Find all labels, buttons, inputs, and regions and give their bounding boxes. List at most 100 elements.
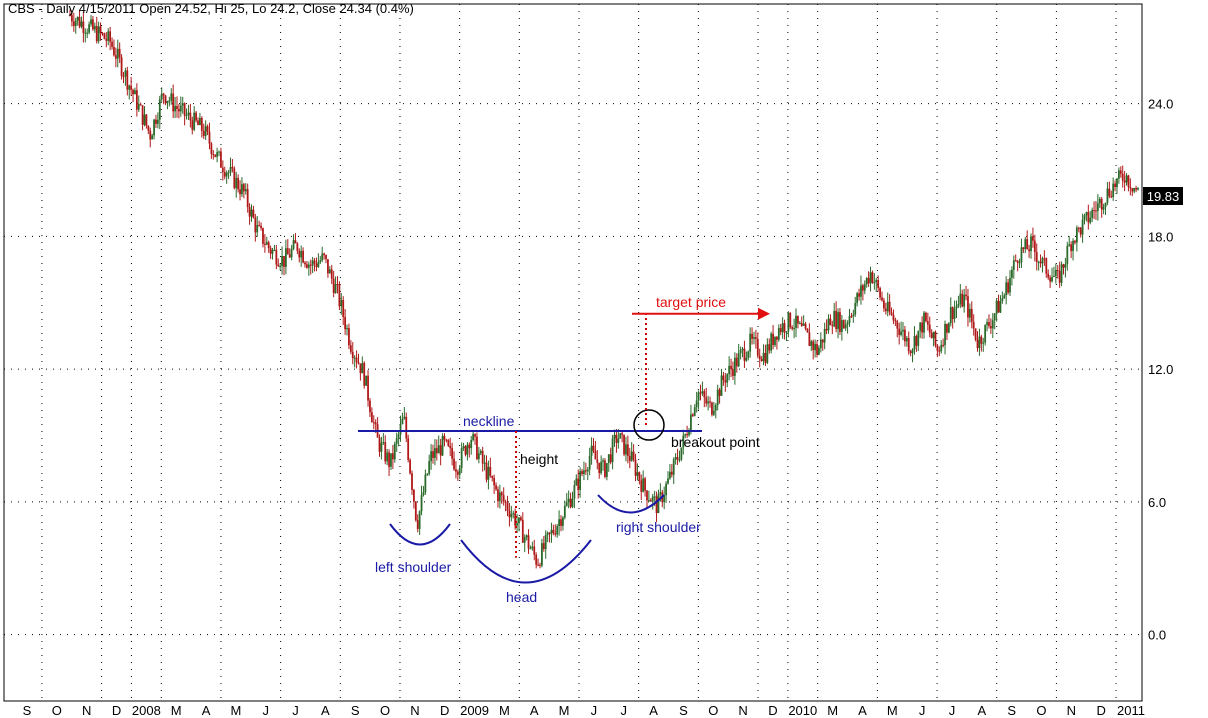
height-label: height — [520, 451, 558, 467]
candle-body — [684, 434, 687, 436]
candle-body — [636, 472, 639, 476]
candle-body — [426, 473, 429, 475]
candle-body — [932, 331, 935, 339]
candle-body — [573, 485, 576, 499]
candle-body — [1053, 276, 1055, 278]
candle-body — [170, 93, 173, 101]
candle-body — [395, 438, 398, 444]
candle-body — [936, 345, 939, 351]
candle-body — [1068, 244, 1071, 246]
candle-body — [611, 438, 614, 463]
candle-body — [208, 131, 211, 144]
candle-body — [481, 450, 484, 464]
candle-body — [380, 442, 383, 452]
candle-body — [542, 543, 545, 550]
candle-body — [814, 343, 817, 351]
candle-body — [1045, 258, 1048, 274]
head-arc — [460, 539, 592, 584]
candle-body — [252, 209, 255, 218]
pattern-annotations: neckline height left shoulder head right sho… — [358, 294, 770, 605]
candle-body — [881, 297, 883, 301]
candle-body — [372, 422, 375, 424]
candle-body — [367, 375, 369, 401]
candle-body — [955, 306, 958, 309]
candle-body — [1093, 210, 1095, 212]
x-tick-label: O — [1036, 703, 1046, 718]
candle-body — [147, 125, 150, 131]
candle-body — [812, 341, 815, 351]
candle-body — [980, 336, 983, 344]
candle-body — [1096, 203, 1099, 212]
candle-body — [302, 250, 304, 263]
candle-body — [1108, 188, 1111, 197]
candle-body — [711, 402, 713, 415]
candle-body — [701, 391, 704, 394]
candle-body — [365, 375, 368, 386]
candle-body — [882, 300, 885, 309]
neckline-label: neckline — [463, 413, 515, 429]
candle-body — [904, 329, 906, 342]
candle-body — [86, 32, 89, 34]
candle-body — [602, 460, 604, 462]
candle-body — [359, 363, 362, 374]
candle-body — [1066, 245, 1069, 265]
candle-body — [135, 90, 138, 110]
candle-body — [166, 101, 169, 104]
candle-body — [304, 262, 306, 265]
candle-body — [584, 470, 587, 472]
x-tick-label: J — [292, 703, 299, 718]
candle-body — [1089, 217, 1092, 223]
candle-body — [583, 470, 585, 474]
candle-body — [651, 496, 654, 502]
candle-body — [686, 434, 689, 436]
x-tick-label: A — [202, 703, 211, 718]
candle-body — [334, 284, 337, 293]
x-tick-label: J — [919, 703, 926, 718]
candle-body — [722, 375, 725, 381]
candle-body — [560, 519, 562, 526]
candle-body — [691, 414, 694, 416]
candle-body — [628, 455, 631, 461]
candle-body — [793, 328, 796, 330]
candle-body — [69, 15, 71, 17]
candle-body — [823, 328, 826, 343]
candle-body — [972, 321, 975, 329]
candle-body — [982, 342, 985, 344]
candle-body — [835, 310, 838, 329]
candle-body — [634, 459, 637, 476]
candle-body — [265, 242, 268, 245]
candle-body — [103, 33, 106, 39]
x-tick-label: D — [768, 703, 777, 718]
candle-body — [735, 357, 738, 367]
candle-body — [306, 264, 308, 268]
candle-body — [615, 434, 618, 443]
candle-body — [546, 532, 549, 536]
candle-body — [642, 478, 645, 492]
candle-body — [638, 472, 641, 481]
candle-body — [263, 243, 266, 245]
candle-body — [968, 308, 971, 318]
candle-body — [714, 405, 717, 411]
candle-body — [825, 328, 828, 331]
candle-body — [1085, 212, 1088, 216]
x-tick-label: J — [621, 703, 628, 718]
candle-body — [1064, 264, 1067, 268]
candle-body — [124, 70, 127, 77]
candle-body — [134, 90, 136, 95]
x-tick-label: M — [499, 703, 510, 718]
candle-body — [840, 320, 843, 332]
candle-body — [869, 272, 872, 284]
candle-body — [913, 335, 916, 350]
candle-body — [911, 349, 914, 354]
candle-body — [653, 496, 656, 498]
candle-body — [113, 46, 115, 56]
candle-body — [879, 287, 881, 298]
candle-body — [997, 300, 1000, 313]
candle-body — [495, 485, 497, 490]
candle-body — [508, 510, 511, 518]
candle-body — [563, 505, 566, 518]
target-label: target price — [656, 294, 726, 310]
candle-body — [111, 41, 113, 47]
candle-body — [500, 492, 503, 496]
candle-body — [737, 353, 740, 367]
